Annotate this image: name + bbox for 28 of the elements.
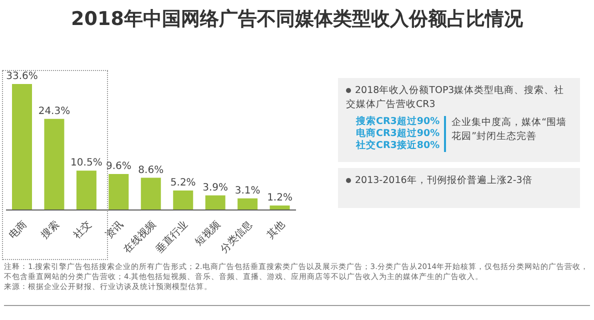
data-label: 10.5% — [70, 158, 102, 169]
bar — [76, 170, 96, 210]
data-label: 24.3% — [38, 106, 70, 117]
x-tick-label: 电商 — [6, 218, 30, 242]
text: 2018年收入份额TOP3媒体类型电商、搜索、社交媒体广告营收CR3 — [346, 84, 566, 112]
bar — [173, 190, 194, 210]
bar — [44, 118, 64, 210]
bar — [140, 178, 161, 210]
x-tick-label: 搜索 — [38, 218, 62, 242]
data-label: 1.2% — [267, 192, 292, 204]
chart-title: 2018年中国网络广告不同媒体类型收入份额占比情况 — [70, 7, 524, 32]
x-tick-label: 社交 — [71, 218, 94, 242]
data-label: 33.6% — [6, 71, 38, 82]
bar — [238, 198, 258, 210]
text: 社交CR3接近80% — [356, 140, 440, 152]
text: 2013-2016年，刊例报价普遍上涨2-3倍 — [338, 168, 580, 208]
bar — [12, 84, 32, 210]
data-label: 3.9% — [202, 182, 228, 194]
text: 企业集中度高，媒体“围墙花园”封闭生态完善 — [450, 116, 568, 144]
data-label: 5.2% — [170, 178, 196, 188]
text: 搜索CR3超过90% — [356, 116, 440, 128]
data-label: 9.6% — [106, 161, 132, 172]
bar — [108, 174, 129, 210]
bar — [205, 195, 226, 210]
x-tick-label: 其他 — [264, 218, 288, 242]
data-label: 3.1% — [234, 185, 260, 196]
text: 电商CR3超过90% — [356, 128, 440, 140]
data-label: 8.6% — [138, 164, 164, 176]
